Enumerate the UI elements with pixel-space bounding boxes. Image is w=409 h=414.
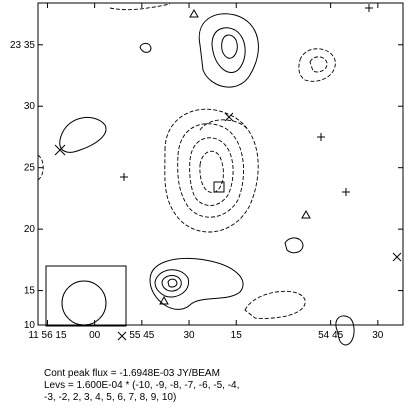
markers: [54, 4, 402, 341]
y-tick-label: 30: [24, 101, 36, 112]
x-tick-label: 30: [183, 330, 195, 341]
beam: [61, 280, 107, 326]
x-tick-label: 30: [372, 330, 384, 341]
x-tick-label: 54 45: [318, 330, 343, 341]
y-tick-label: 15: [24, 286, 36, 297]
y-tick-label: 25: [24, 163, 36, 174]
x-tick-label: 11 56 15: [28, 330, 67, 341]
x-tick-label: 15: [231, 330, 243, 341]
y-tick-label: 10: [24, 320, 36, 331]
footer-line: -3, -2, 2, 3, 4, 5, 6, 7, 8, 9, 10): [44, 392, 176, 403]
contours: [37, 3, 355, 346]
beam-box: [45, 265, 127, 327]
y-tick-label: 20: [24, 224, 36, 235]
footer-line: Cont peak flux = -1.6948E-03 JY/BEAM: [44, 368, 220, 379]
footer-line: Levs = 1.600E-04 * (-10, -9, -8, -7, -6,…: [44, 380, 239, 391]
plot-frame: [37, 2, 404, 326]
x-tick-label: 00: [89, 330, 101, 341]
y-tick-label: 23 35: [10, 40, 35, 51]
x-tick-label: 55 45: [129, 330, 154, 341]
